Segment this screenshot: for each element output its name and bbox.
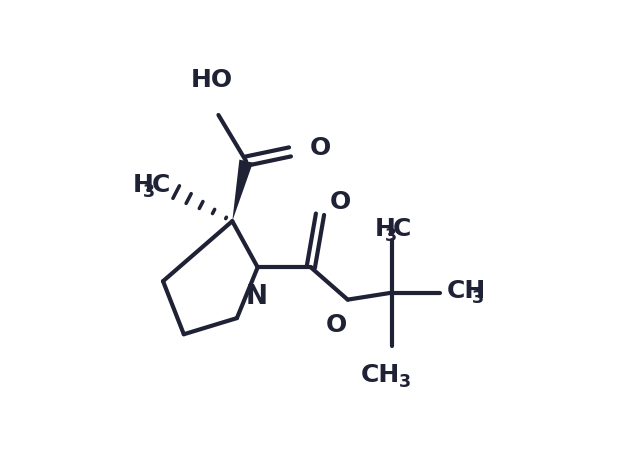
Text: O: O [330,190,351,214]
Text: O: O [326,313,347,337]
Text: CH: CH [360,363,399,387]
Text: N: N [246,284,268,310]
Text: 3: 3 [472,289,484,307]
Text: C: C [393,218,412,242]
Text: H: H [133,173,154,197]
Text: H: H [374,218,396,242]
Text: HO: HO [191,68,232,92]
Text: C: C [152,173,170,197]
Text: 3: 3 [143,183,156,201]
Text: CH: CH [447,279,486,303]
Text: 3: 3 [385,227,397,245]
Text: 3: 3 [399,373,411,391]
Text: O: O [310,136,331,160]
Polygon shape [232,160,253,221]
